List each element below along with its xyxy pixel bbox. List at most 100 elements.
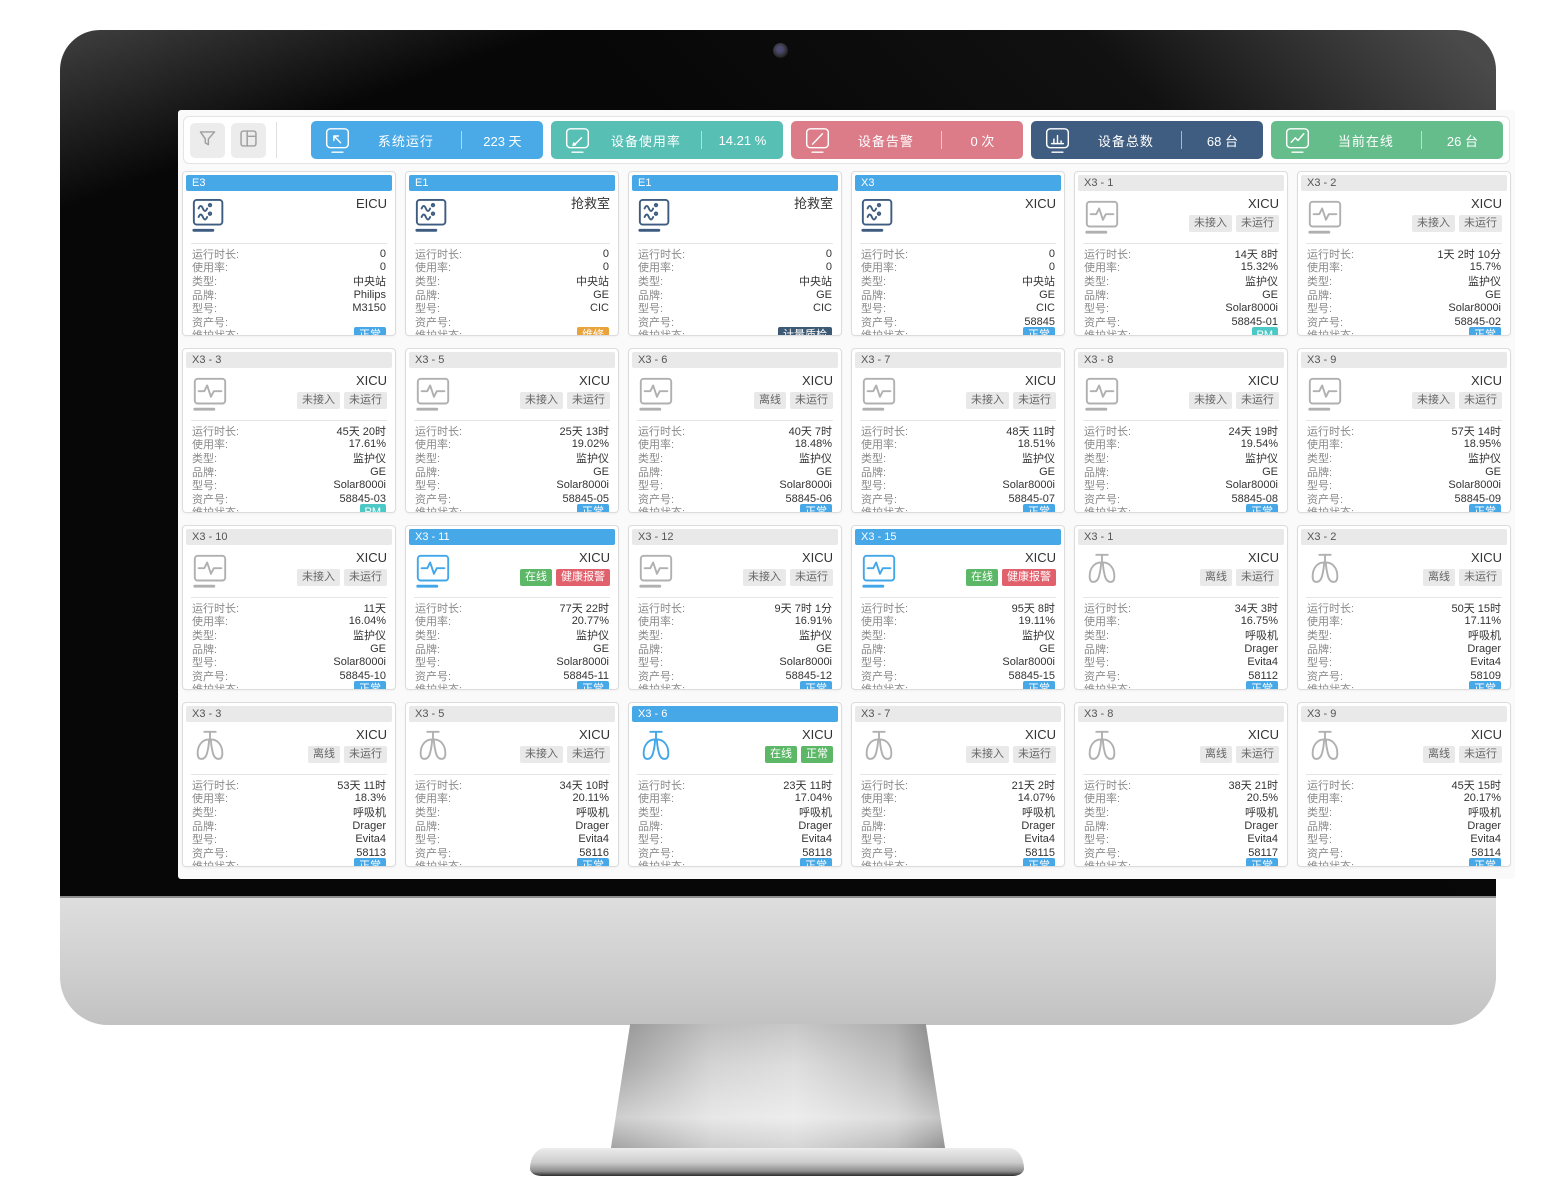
device-id: X3 - 6 bbox=[632, 352, 838, 368]
filter-button[interactable] bbox=[190, 122, 225, 158]
field-label: 类型: bbox=[1084, 275, 1110, 288]
device-fields: 运行时长: 48天 11时 使用率: 18.51% 类型: 监护仪 品牌: GE 型号: Sola… bbox=[852, 421, 1064, 512]
toolbar-divider bbox=[276, 122, 277, 158]
device-card[interactable]: X3 - 9 XICU 未接入 未运行 运行时长: 57天 14时 使用率: 18.95… bbox=[1297, 348, 1511, 513]
device-id: X3 - 3 bbox=[186, 706, 392, 722]
maintenance-badge: 正常 bbox=[1246, 681, 1278, 689]
field-label: 使用率: bbox=[638, 439, 675, 452]
device-card[interactable]: X3 - 12 XICU 未接入 未运行 运行时长: 9天 7时 1分 使用率: 16.… bbox=[628, 525, 842, 690]
stat-pill[interactable]: 设备使用率 14.21 % bbox=[551, 121, 783, 159]
status-badge: 未运行 bbox=[1459, 215, 1502, 232]
field-value-runtime: 34天 10时 bbox=[559, 779, 609, 792]
field-label: 使用率: bbox=[861, 793, 898, 806]
field-label: 使用率: bbox=[638, 262, 675, 275]
field-label: 运行时长: bbox=[415, 425, 463, 438]
status-badges: 在线 健康报警 bbox=[454, 569, 610, 586]
field-label: 品牌: bbox=[861, 466, 887, 479]
field-value-model: M3150 bbox=[352, 302, 386, 315]
device-fields: 运行时长: 38天 21时 使用率: 20.5% 类型: 呼吸机 品牌: Drager 型号: E… bbox=[1075, 775, 1287, 866]
field-label: 维护状态: bbox=[415, 327, 462, 335]
card-divider bbox=[637, 597, 833, 598]
field-row-model: 型号: Evita4 bbox=[192, 832, 386, 846]
device-card[interactable]: X3 - 5 XICU 未接入 未运行 运行时长: 25天 13时 使用率: 19.02… bbox=[405, 348, 619, 513]
field-label: 品牌: bbox=[192, 643, 218, 656]
field-value-brand: GE bbox=[1039, 642, 1055, 655]
device-id: X3 - 12 bbox=[632, 529, 838, 545]
device-card[interactable]: X3 - 2 XICU 未接入 未运行 运行时长: 1天 2时 10分 使用率: 15.… bbox=[1297, 171, 1511, 336]
stat-pill[interactable]: 设备告警 0 次 bbox=[791, 121, 1023, 159]
device-id: X3 - 8 bbox=[1078, 706, 1284, 722]
device-card[interactable]: E3 EICU 运行时长: 0 使用率: 0 类型: 中央站 品牌: Philips 型号: M3… bbox=[182, 171, 396, 336]
device-card[interactable]: X3 - 7 XICU 未接入 未运行 运行时长: 48天 11时 使用率: 18.51… bbox=[851, 348, 1065, 513]
stat-divider bbox=[460, 131, 462, 149]
field-row-asset: 资产号: 58117 bbox=[1084, 846, 1278, 860]
device-card[interactable]: X3 - 11 XICU 在线 健康报警 运行时长: 77天 22时 使用率: 20.7… bbox=[405, 525, 619, 690]
device-card[interactable]: E1 抢救室 运行时长:0使用率:0类型:中央站品牌:GE型号:CIC资产号:维… bbox=[628, 171, 842, 336]
card-divider bbox=[860, 243, 1056, 244]
field-label: 类型: bbox=[192, 629, 218, 642]
card-divider bbox=[414, 420, 610, 421]
field-value-runtime: 1天 2时 10分 bbox=[1437, 248, 1501, 261]
field-label: 使用率: bbox=[1307, 439, 1344, 452]
field-label: 运行时长: bbox=[638, 602, 686, 615]
field-value-usage: 20.17% bbox=[1463, 792, 1501, 805]
device-card[interactable]: X3 - 3 XICU 未接入 未运行 运行时长: 45天 20时 使用率: 17.61… bbox=[182, 348, 396, 513]
device-card[interactable]: X3 - 15 XICU 在线 健康报警 运行时长: 95天 8时 使用率: 19.11… bbox=[851, 525, 1065, 690]
field-label: 运行时长: bbox=[861, 779, 909, 792]
field-row-model: 型号: Solar8000i bbox=[638, 655, 832, 669]
device-card[interactable]: X3 - 5 XICU 未接入 未运行 运行时长: 34天 10时 使用率: 20.11… bbox=[405, 702, 619, 867]
ventilator-icon bbox=[414, 727, 454, 772]
device-card[interactable]: X3 - 10 XICU 未接入 未运行 运行时长: 11天 使用率: 16.04% 类型… bbox=[182, 525, 396, 690]
status-badges: 离线 未运行 bbox=[1123, 746, 1279, 763]
device-card[interactable]: X3 - 9 XICU 离线 未运行 运行时长: 45天 15时 使用率: 20.17%… bbox=[1297, 702, 1511, 867]
device-location: XICU bbox=[1470, 373, 1502, 388]
device-id: X3 bbox=[855, 175, 1061, 191]
device-card[interactable]: X3 - 1 XICU 未接入 未运行 运行时长: 14天 8时 使用率: 15.32%… bbox=[1074, 171, 1288, 336]
field-value-brand: GE bbox=[1039, 288, 1055, 301]
device-card[interactable]: X3 - 1 XICU 离线 未运行 运行时长: 34天 3时 使用率: 16.75% 类… bbox=[1074, 525, 1288, 690]
device-card[interactable]: X3 - 6 XICU 离线 未运行 运行时长: 40天 7时 使用率: 18.48% 类… bbox=[628, 348, 842, 513]
field-label: 品牌: bbox=[1307, 289, 1333, 302]
device-card[interactable]: X3 - 3 XICU 离线 未运行 运行时长: 53天 11时 使用率: 18.3% 类… bbox=[182, 702, 396, 867]
field-value-runtime: 23天 11时 bbox=[783, 779, 832, 792]
field-value-brand: GE bbox=[1485, 288, 1501, 301]
field-label: 型号: bbox=[1307, 303, 1333, 316]
monitor-icon bbox=[414, 373, 454, 418]
device-card[interactable]: X3 - 2 XICU 离线 未运行 运行时长: 50天 15时 使用率: 17.11%… bbox=[1297, 525, 1511, 690]
status-badges: 离线 未运行 bbox=[1346, 746, 1502, 763]
field-value-type: 监护仪 bbox=[576, 629, 609, 642]
stat-pill[interactable]: 当前在线 26 台 bbox=[1271, 121, 1503, 159]
field-label: 运行时长: bbox=[415, 248, 463, 261]
field-value-runtime: 21天 2时 bbox=[1011, 779, 1055, 792]
field-label: 资产号: bbox=[638, 670, 675, 683]
field-label: 使用率: bbox=[192, 439, 229, 452]
field-row-runtime: 运行时长: 38天 21时 bbox=[1084, 778, 1278, 792]
field-row-type: 类型: 监护仪 bbox=[861, 628, 1055, 642]
device-card[interactable]: X3 - 7 XICU 未接入 未运行 运行时长: 21天 2时 使用率: 14.07%… bbox=[851, 702, 1065, 867]
field-label: 维护状态: bbox=[1307, 327, 1354, 335]
field-row-asset: 资产号: 58845-08 bbox=[1084, 492, 1278, 506]
device-id: X3 - 9 bbox=[1301, 352, 1507, 368]
stat-pill[interactable]: 设备总数 68 台 bbox=[1031, 121, 1263, 159]
device-card[interactable]: X3 - 8 XICU 未接入 未运行 运行时长: 24天 19时 使用率: 19.54… bbox=[1074, 348, 1288, 513]
device-card[interactable]: X3 - 6 XICU 在线 正常 运行时长: 23天 11时 使用率: 17.04% 类… bbox=[628, 702, 842, 867]
device-card[interactable]: X3 XICU 运行时长: 0 使用率: 0 类型: 中央站 品牌: GE 型号: CIC 资产号:… bbox=[851, 171, 1065, 336]
field-value-model: Solar8000i bbox=[556, 656, 609, 669]
field-row-maintenance: 维护状态: PM bbox=[192, 504, 386, 512]
field-label: 品牌: bbox=[415, 466, 441, 479]
layout-button[interactable] bbox=[231, 122, 266, 158]
field-label: 资产号: bbox=[415, 670, 452, 683]
field-label: 运行时长: bbox=[192, 779, 240, 792]
device-card[interactable]: X3 - 8 XICU 离线 未运行 运行时长: 38天 21时 使用率: 20.5% 类… bbox=[1074, 702, 1288, 867]
field-row-brand: 品牌: GE bbox=[861, 465, 1055, 479]
field-label: 维护状态: bbox=[638, 504, 685, 512]
field-label: 使用率: bbox=[861, 616, 898, 629]
field-value-usage: 18.48% bbox=[794, 438, 832, 451]
stat-pill[interactable]: 系统运行 223 天 bbox=[311, 121, 543, 159]
device-location: XICU bbox=[1247, 727, 1279, 742]
device-fields: 运行时长: 21天 2时 使用率: 14.07% 类型: 呼吸机 品牌: Drager 型号: E… bbox=[852, 775, 1064, 866]
status-badges: 离线 未运行 bbox=[231, 746, 387, 763]
field-row-model: 型号: Solar8000i bbox=[192, 655, 386, 669]
field-label: 类型: bbox=[192, 452, 218, 465]
